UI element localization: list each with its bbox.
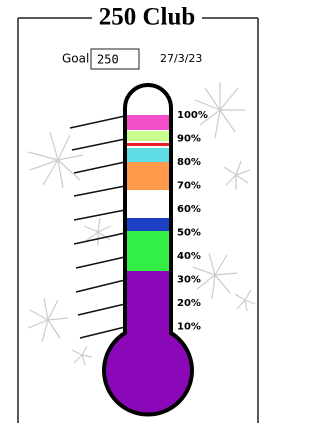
scale-label: 30%	[177, 275, 201, 286]
goal-value[interactable]: 250	[97, 53, 119, 67]
title: 250 Club	[99, 4, 196, 31]
segment	[90, 271, 210, 423]
scale-label: 100%	[177, 110, 208, 121]
scale-label: 70%	[177, 181, 201, 192]
scale-label: 40%	[177, 251, 201, 262]
scale-label: 90%	[177, 134, 201, 145]
rope-lines	[70, 116, 125, 338]
scale: 100% 90% 80% 70% 60% 50% 40% 30% 20% 10%	[177, 110, 208, 333]
scale-label: 10%	[177, 322, 201, 333]
scale-label: 60%	[177, 204, 201, 215]
scale-label: 80%	[177, 157, 201, 168]
date: 27/3/23	[160, 52, 202, 65]
goal-label: Goal:	[62, 52, 93, 66]
page: 250 Club Goal: 250 27/3/23	[0, 0, 276, 423]
thermometer-card: 250 Club Goal: 250 27/3/23	[0, 0, 276, 423]
scale-label: 20%	[177, 298, 201, 309]
scale-label: 50%	[177, 228, 201, 239]
